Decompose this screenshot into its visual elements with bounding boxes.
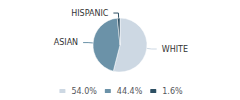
svg-text:54.0%: 54.0% [71,87,97,96]
svg-text:44.4%: 44.4% [117,87,143,96]
svg-text:WHITE: WHITE [162,45,188,54]
svg-text:ASIAN: ASIAN [54,38,78,47]
svg-text:HISPANIC: HISPANIC [71,9,109,18]
svg-text:1.6%: 1.6% [162,87,183,96]
